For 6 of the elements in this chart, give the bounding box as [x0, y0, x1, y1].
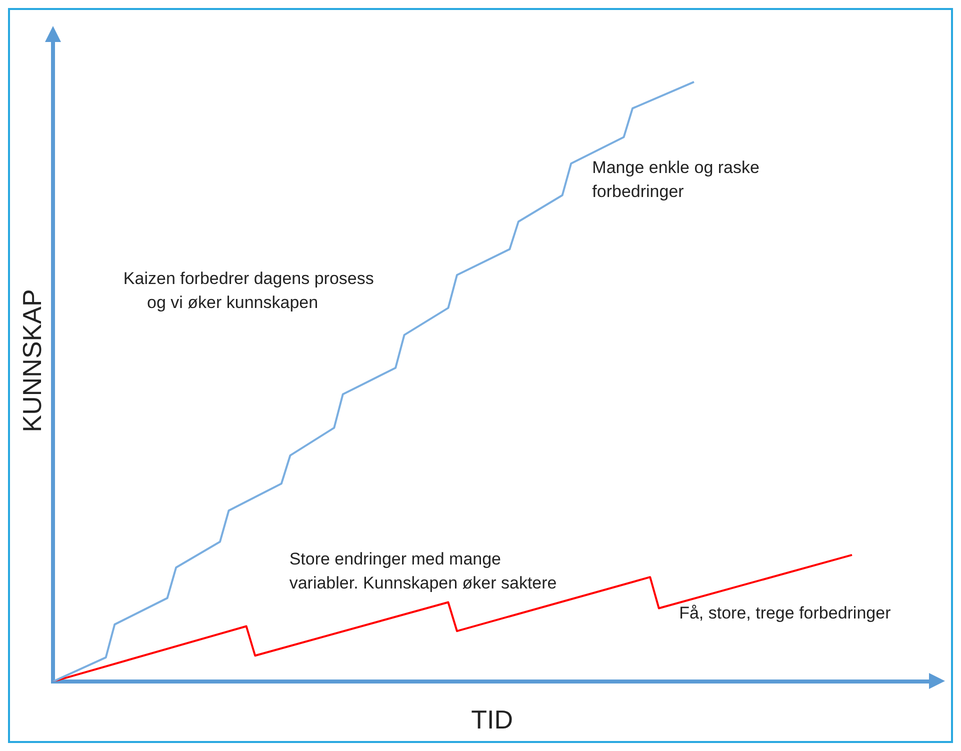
- annotation: Kaizen forbedrer dagens prosess og vi øker kunnskapen: [123, 268, 374, 312]
- y-axis-title: KUNNSKAP: [16, 289, 47, 432]
- annotation: Store endringer med mange variabler. Kunnskapen øker saktere: [289, 550, 557, 593]
- annotation: Mange enkle og raske forbedringer: [592, 158, 760, 202]
- x-axis-title: TID: [471, 704, 514, 735]
- annotation: Få, store, trege forbedringer: [679, 603, 892, 622]
